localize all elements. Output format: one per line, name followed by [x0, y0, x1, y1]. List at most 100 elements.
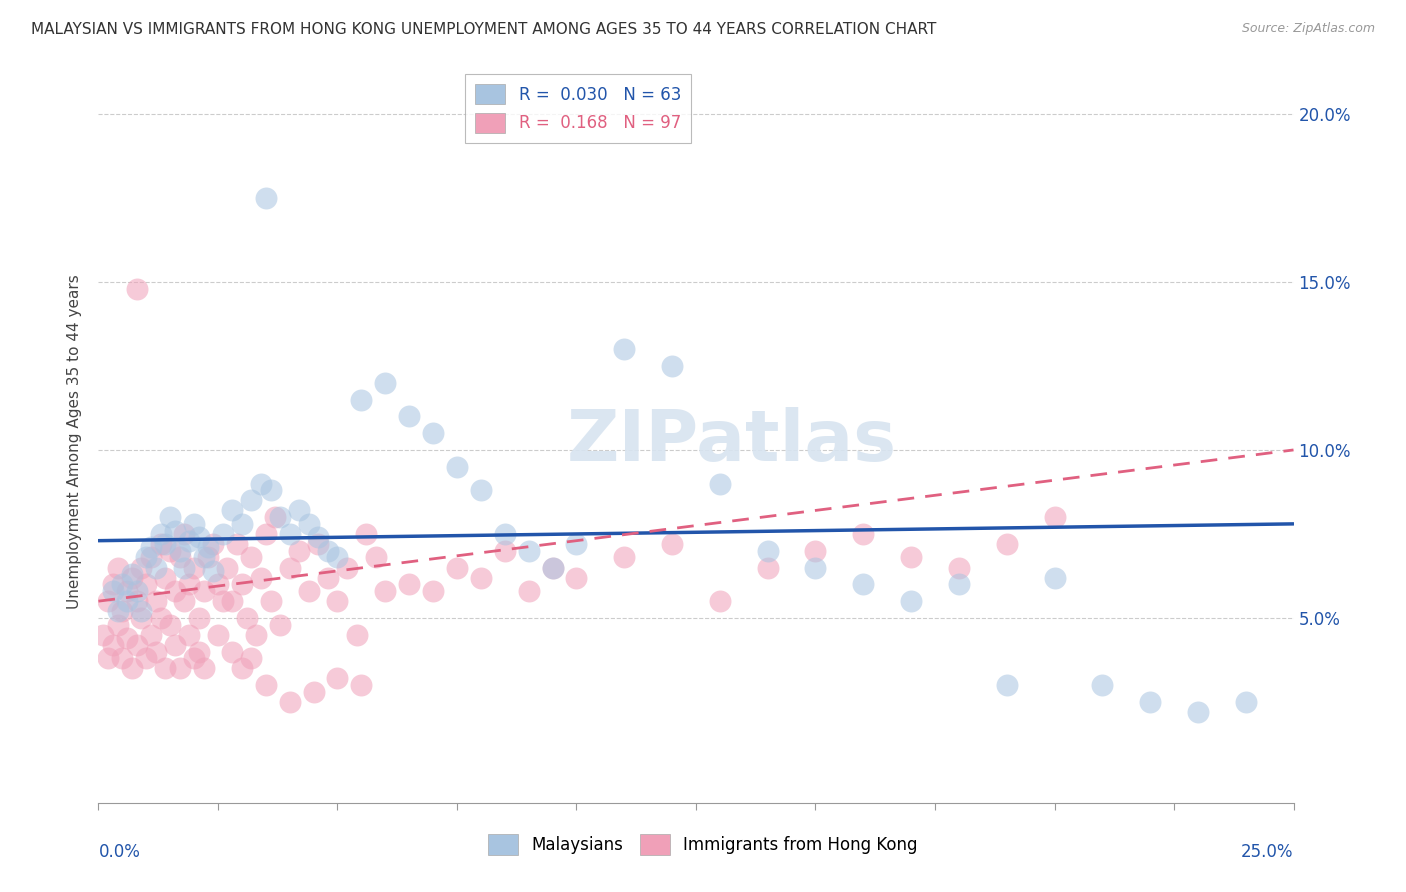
Point — [470, 483, 492, 498]
Point — [565, 571, 588, 585]
Point — [336, 560, 359, 574]
Point — [804, 560, 827, 574]
Point — [422, 584, 444, 599]
Point — [139, 628, 162, 642]
Point — [900, 594, 922, 608]
Point — [374, 376, 396, 390]
Point — [231, 661, 253, 675]
Text: Source: ZipAtlas.com: Source: ZipAtlas.com — [1241, 22, 1375, 36]
Point — [517, 584, 540, 599]
Point — [145, 594, 167, 608]
Point — [193, 550, 215, 565]
Point — [1043, 571, 1066, 585]
Point — [159, 617, 181, 632]
Point — [302, 685, 325, 699]
Point — [494, 543, 516, 558]
Point — [269, 617, 291, 632]
Point — [756, 543, 779, 558]
Point — [298, 584, 321, 599]
Point — [250, 571, 273, 585]
Point — [240, 651, 263, 665]
Point — [121, 567, 143, 582]
Point — [149, 611, 172, 625]
Point — [183, 516, 205, 531]
Point — [179, 577, 201, 591]
Point — [155, 537, 177, 551]
Point — [231, 516, 253, 531]
Point — [101, 577, 124, 591]
Point — [254, 527, 277, 541]
Point — [91, 628, 114, 642]
Point — [107, 560, 129, 574]
Point — [111, 577, 134, 591]
Point — [269, 510, 291, 524]
Point — [125, 638, 148, 652]
Point — [259, 483, 281, 498]
Point — [115, 631, 138, 645]
Point — [350, 678, 373, 692]
Text: 25.0%: 25.0% — [1241, 843, 1294, 861]
Text: ZIPatlas: ZIPatlas — [567, 407, 897, 476]
Point — [298, 516, 321, 531]
Point — [202, 537, 225, 551]
Point — [107, 604, 129, 618]
Point — [470, 571, 492, 585]
Text: 0.0%: 0.0% — [98, 843, 141, 861]
Point — [346, 628, 368, 642]
Point — [316, 543, 339, 558]
Point — [326, 672, 349, 686]
Point — [852, 577, 875, 591]
Point — [1043, 510, 1066, 524]
Point — [709, 476, 731, 491]
Point — [254, 678, 277, 692]
Point — [193, 584, 215, 599]
Point — [187, 644, 209, 658]
Point — [111, 604, 134, 618]
Point — [211, 527, 233, 541]
Point — [187, 611, 209, 625]
Point — [183, 651, 205, 665]
Point — [307, 530, 329, 544]
Point — [173, 527, 195, 541]
Point — [139, 541, 162, 555]
Point — [135, 577, 157, 591]
Point — [948, 577, 970, 591]
Point — [163, 638, 186, 652]
Point — [173, 594, 195, 608]
Point — [250, 476, 273, 491]
Point — [541, 560, 564, 574]
Point — [900, 550, 922, 565]
Point — [97, 651, 120, 665]
Point — [187, 530, 209, 544]
Point — [278, 560, 301, 574]
Point — [159, 543, 181, 558]
Point — [121, 661, 143, 675]
Point — [125, 282, 148, 296]
Point — [221, 644, 243, 658]
Point — [756, 560, 779, 574]
Point — [197, 541, 219, 555]
Point — [1139, 695, 1161, 709]
Point — [125, 584, 148, 599]
Point — [259, 594, 281, 608]
Point — [131, 604, 153, 618]
Point — [207, 628, 229, 642]
Point — [115, 584, 138, 599]
Point — [446, 560, 468, 574]
Legend: Malaysians, Immigrants from Hong Kong: Malaysians, Immigrants from Hong Kong — [481, 828, 925, 862]
Point — [101, 638, 124, 652]
Point — [135, 550, 157, 565]
Point — [995, 537, 1018, 551]
Point — [254, 191, 277, 205]
Point — [245, 628, 267, 642]
Point — [221, 503, 243, 517]
Point — [517, 543, 540, 558]
Point — [163, 584, 186, 599]
Legend: R =  0.030   N = 63, R =  0.168   N = 97: R = 0.030 N = 63, R = 0.168 N = 97 — [465, 74, 690, 143]
Point — [422, 426, 444, 441]
Point — [149, 537, 172, 551]
Point — [326, 594, 349, 608]
Point — [115, 594, 138, 608]
Point — [179, 533, 201, 548]
Point — [131, 560, 153, 574]
